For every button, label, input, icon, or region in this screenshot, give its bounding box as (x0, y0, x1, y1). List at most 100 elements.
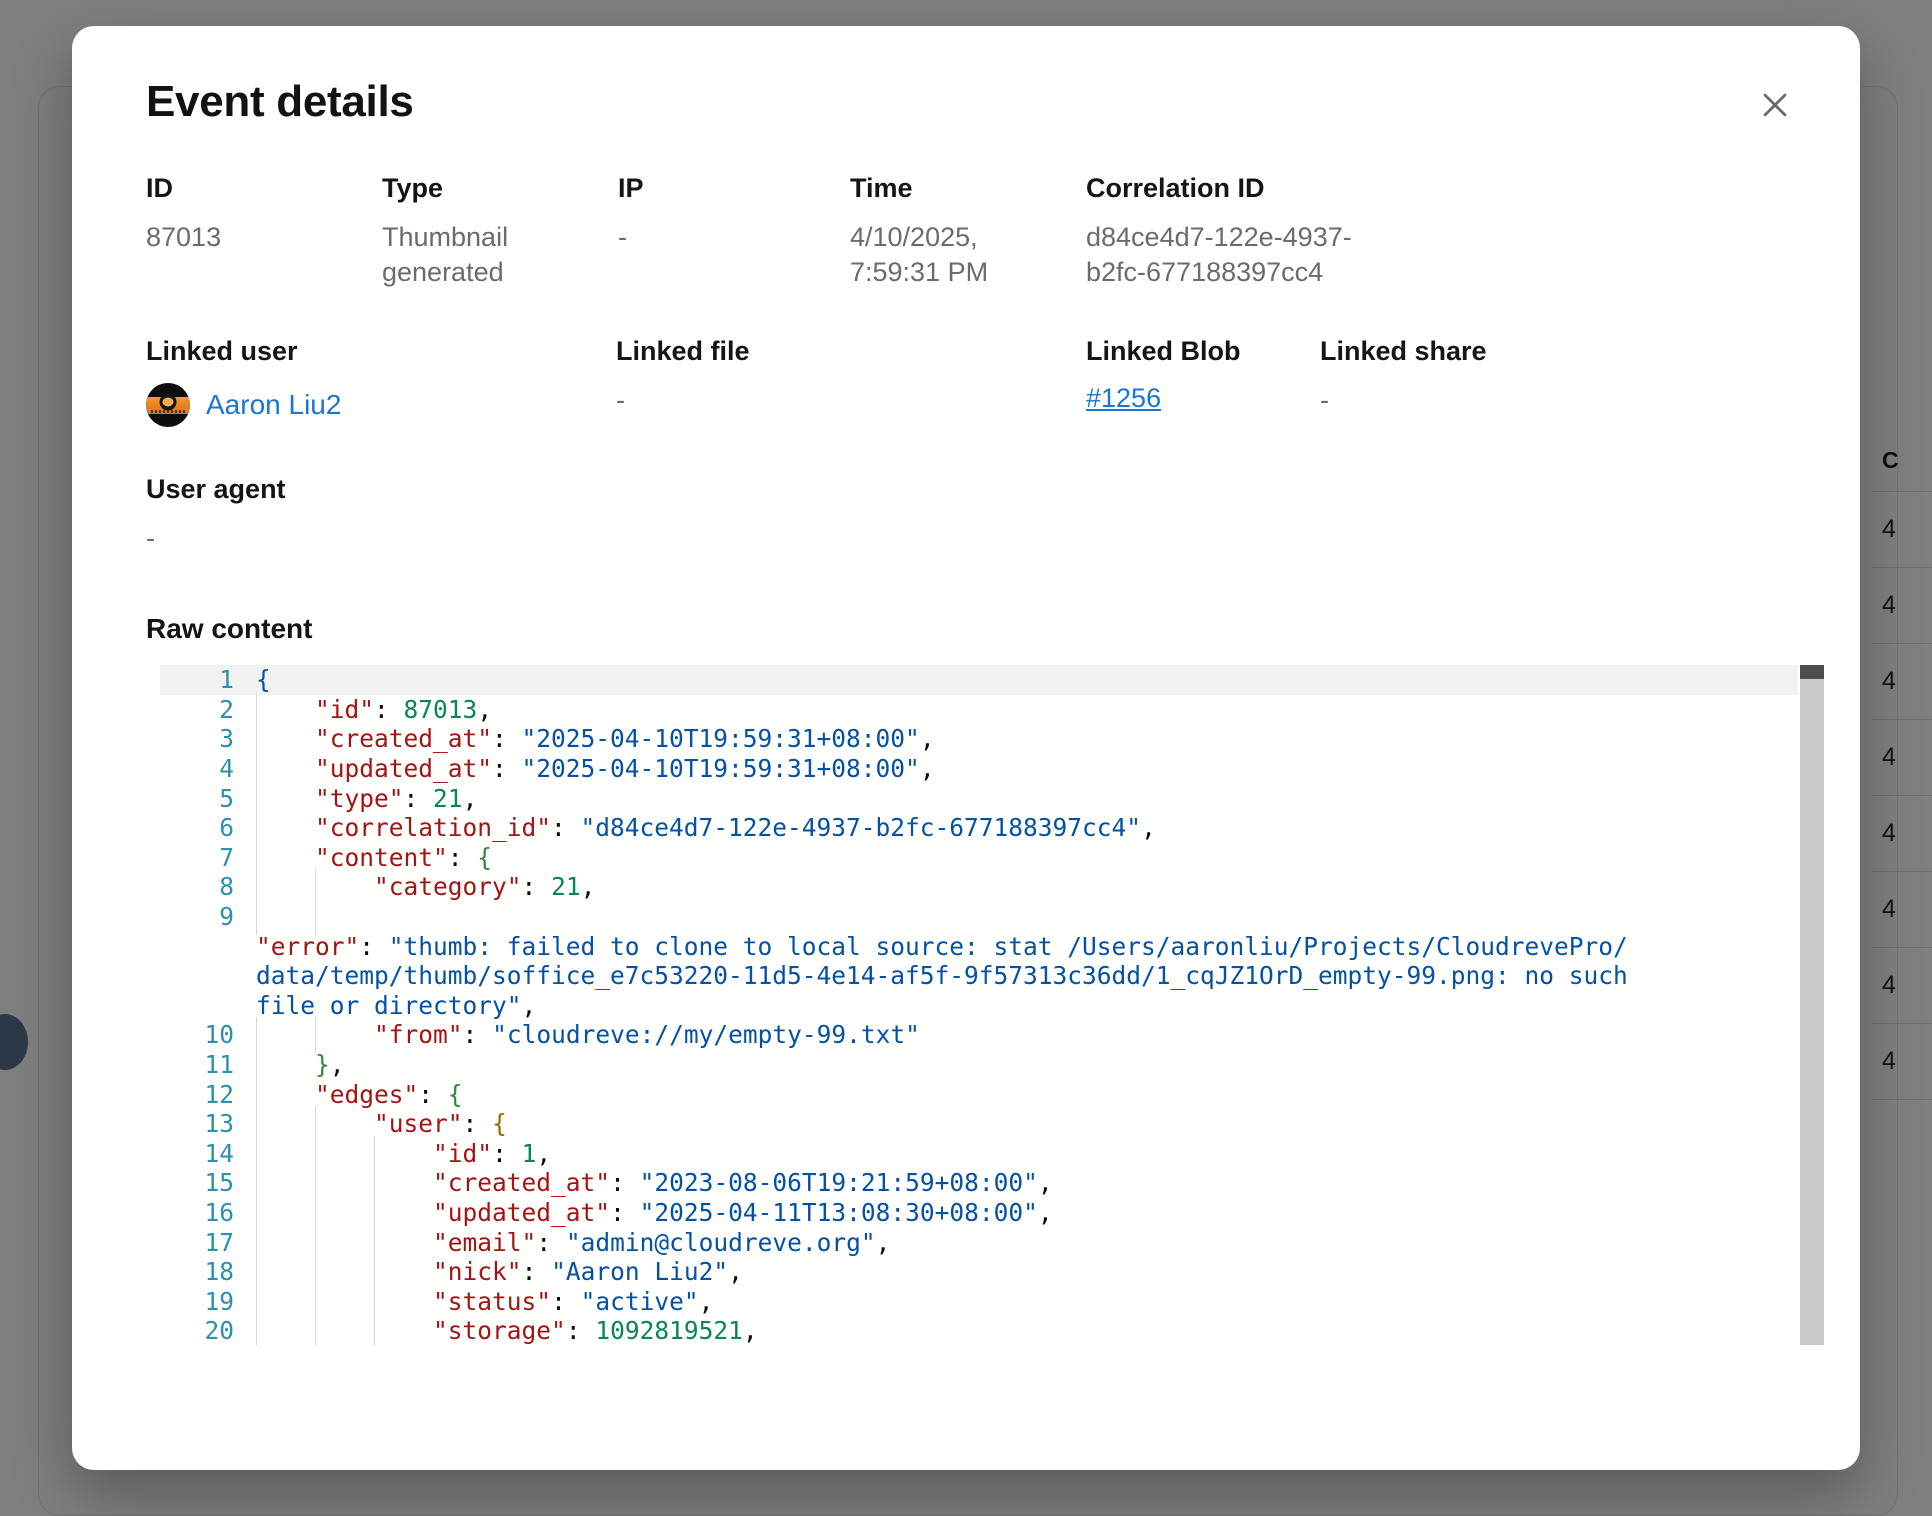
code-line: 12 "edges": { (160, 1076, 1798, 1112)
field-linked-share: Linked share - (1320, 335, 1620, 427)
code-line-number: 16 (204, 1197, 234, 1227)
code-line: 17 "email": "admin@cloudreve.org", (160, 1224, 1798, 1260)
field-linked-share-label: Linked share (1320, 336, 1487, 367)
linked-blob-link[interactable]: #1256 (1086, 382, 1162, 413)
code-line-text: "created_at": "2023-08-06T19:21:59+08:00… (256, 1165, 1798, 1201)
code-line-number: 1 (219, 665, 234, 695)
field-linked-file-value: - (616, 384, 625, 415)
code-line-text: "user": { (256, 1106, 1798, 1142)
code-line-text: }, (256, 1047, 1798, 1083)
field-ip: IP - (618, 172, 850, 289)
field-type-label: Type (382, 173, 444, 204)
field-type: Type Thumbnail generated (382, 172, 618, 289)
event-links-row: Linked user Aaron Liu2 Linked file - Lin… (146, 335, 1786, 427)
field-linked-blob-label: Linked Blob (1086, 336, 1241, 367)
code-line-text: "content": { (256, 839, 1798, 875)
code-line-number: 17 (204, 1227, 234, 1257)
code-line: 8 "category": 21, (160, 869, 1798, 905)
dialog-title: Event details (146, 77, 414, 126)
code-line: 5 "type": 21, (160, 780, 1798, 816)
field-time-label: Time (850, 173, 913, 204)
code-line: 2 "id": 87013, (160, 691, 1798, 728)
code-line-number: 6 (219, 813, 234, 843)
field-time: Time 4/10/2025, 7:59:31 PM (850, 172, 1086, 289)
field-correlation-id: Correlation ID d84ce4d7-122e-4937-b2fc-6… (1086, 172, 1416, 289)
linked-user-chip[interactable]: Aaron Liu2 (146, 382, 592, 427)
code-line: 13 "user": { (160, 1106, 1798, 1142)
code-scrollbar-thumb[interactable] (1800, 665, 1824, 680)
field-linked-file: Linked file - (616, 335, 1086, 427)
code-line: 11 }, (160, 1047, 1798, 1083)
code-line-text: "email": "admin@cloudreve.org", (256, 1224, 1798, 1260)
code-line-number: 11 (204, 1050, 234, 1079)
code-line-number: 15 (204, 1168, 234, 1198)
code-line-number: 14 (204, 1138, 234, 1168)
field-ip-value: - (618, 222, 627, 253)
code-line-text: "type": 21, (256, 780, 1798, 816)
linked-user-link[interactable]: Aaron Liu2 (206, 388, 342, 420)
code-line: 20 "storage": 1092819521, (160, 1313, 1798, 1346)
code-line: 9 "error": "thumb: failed to clone to lo… (160, 899, 1798, 1020)
code-line-text: "from": "cloudreve://my/empty-99.txt" (256, 1017, 1798, 1053)
code-line-number: 4 (219, 754, 234, 784)
code-line-number: 3 (219, 724, 234, 754)
code-line-text: "status": "active", (256, 1283, 1798, 1319)
code-line: 16 "updated_at": "2025-04-11T13:08:30+08… (160, 1195, 1798, 1231)
field-id-label: ID (146, 173, 173, 204)
code-line-number: 8 (219, 872, 234, 902)
code-line: 1{ (160, 665, 1798, 695)
code-line-text: "id": 87013, (256, 691, 1798, 728)
field-id: ID 87013 (146, 172, 382, 289)
code-line-number: 10 (204, 1020, 234, 1050)
code-line: 14 "id": 1, (160, 1135, 1798, 1171)
close-icon[interactable] (1748, 78, 1802, 132)
field-user-agent-label: User agent (146, 473, 286, 504)
code-line-text: "nick": "Aaron Liu2", (256, 1254, 1798, 1290)
code-line-number: 13 (204, 1109, 234, 1139)
code-line-number: 19 (204, 1286, 234, 1316)
code-line: 3 "created_at": "2025-04-10T19:59:31+08:… (160, 721, 1798, 757)
field-correlation-id-value: d84ce4d7-122e-4937-b2fc-677188397cc4 (1086, 222, 1352, 287)
code-line: 18 "nick": "Aaron Liu2", (160, 1254, 1798, 1290)
code-line-number: 20 (204, 1316, 234, 1346)
code-line: 7 "content": { (160, 839, 1798, 875)
field-linked-share-value: - (1320, 384, 1329, 415)
raw-content-code-viewer[interactable]: 1{2 "id": 87013, 3 "created_at": "2025-04… (160, 665, 1824, 1346)
code-line-text: "created_at": "2025-04-10T19:59:31+08:00… (256, 721, 1798, 757)
code-line-text: "edges": { (256, 1076, 1798, 1112)
code-line-text: "error": "thumb: failed to clone to loca… (256, 899, 1798, 1020)
code-line-text: "updated_at": "2025-04-10T19:59:31+08:00… (256, 751, 1798, 787)
field-correlation-id-label: Correlation ID (1086, 173, 1265, 204)
code-line-number: 9 (219, 902, 234, 932)
field-time-value: 4/10/2025, 7:59:31 PM (850, 222, 989, 287)
field-linked-user: Linked user Aaron Liu2 (146, 335, 616, 427)
raw-content-label: Raw content (146, 613, 313, 645)
field-linked-blob: Linked Blob #1256 (1086, 335, 1320, 427)
code-line-number: 12 (204, 1079, 234, 1109)
code-line-text: { (256, 665, 271, 695)
code-line-text: "category": 21, (256, 869, 1798, 905)
code-line-text: "storage": 1092819521, (256, 1313, 1798, 1346)
event-user-agent-row: User agent - (146, 473, 1786, 555)
field-user-agent: User agent - (146, 473, 310, 555)
code-line-number: 7 (219, 842, 234, 872)
code-line-number: 2 (219, 694, 234, 724)
code-line: 15 "created_at": "2023-08-06T19:21:59+08… (160, 1165, 1798, 1201)
field-ip-label: IP (618, 173, 644, 204)
code-line-number: 5 (219, 783, 234, 813)
code-scrollbar-track[interactable] (1800, 665, 1824, 1346)
event-details-dialog: Event details ID 87013 Type Thumbnail ge… (72, 26, 1860, 1470)
field-linked-file-label: Linked file (616, 336, 750, 367)
code-line: 4 "updated_at": "2025-04-10T19:59:31+08:… (160, 751, 1798, 787)
code-line-number: 18 (204, 1257, 234, 1287)
code-line-text: "updated_at": "2025-04-11T13:08:30+08:00… (256, 1195, 1798, 1231)
field-linked-user-label: Linked user (146, 336, 298, 367)
code-line: 6 "correlation_id": "d84ce4d7-122e-4937-… (160, 810, 1798, 846)
field-id-value: 87013 (146, 222, 222, 253)
field-user-agent-value: - (146, 522, 155, 553)
event-summary-row: ID 87013 Type Thumbnail generated IP - T… (146, 172, 1786, 289)
avatar (146, 382, 190, 427)
code-line-text: "id": 1, (256, 1135, 1798, 1171)
code-line-text: "correlation_id": "d84ce4d7-122e-4937-b2… (256, 810, 1798, 846)
field-type-value: Thumbnail generated (382, 222, 509, 287)
